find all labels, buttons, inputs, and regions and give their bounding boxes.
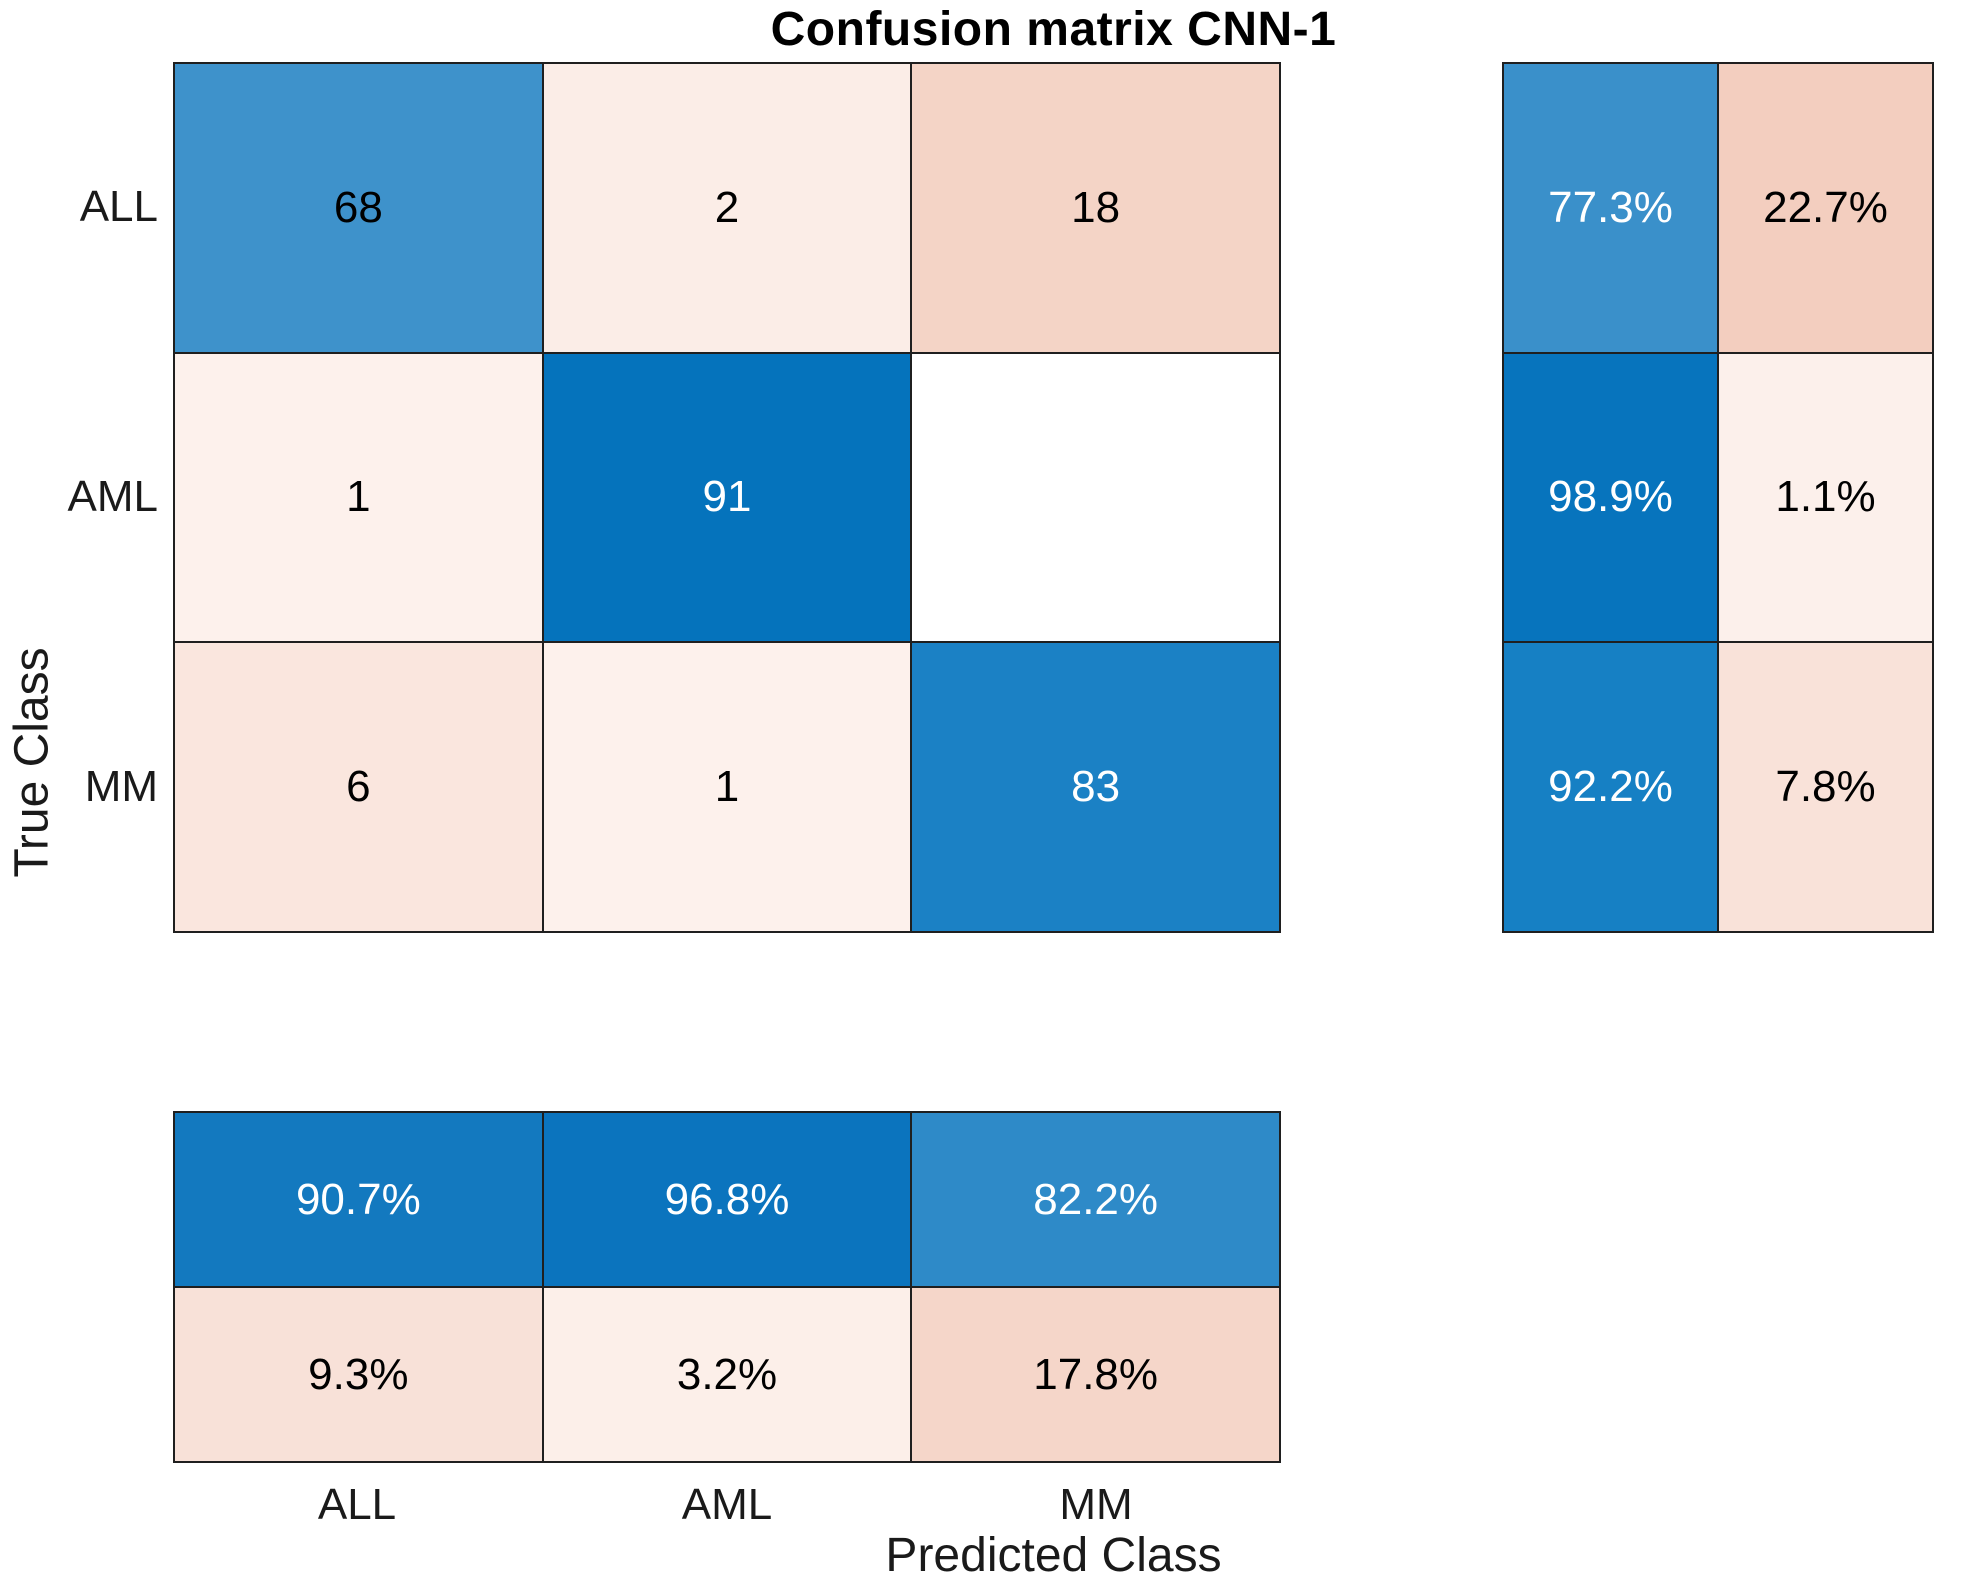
row-summary-mm-incorrect: 7.8% xyxy=(1719,643,1932,931)
xtick-all: ALL xyxy=(317,1480,397,1529)
matrix-cell-mm-mm: 83 xyxy=(912,643,1279,931)
col-summary-mm-incorrect: 17.8% xyxy=(912,1288,1279,1461)
matrix-cell-aml-mm xyxy=(912,353,1279,642)
col-summary-mm-correct: 82.2% xyxy=(912,1113,1279,1286)
col-summary-all-incorrect: 9.3% xyxy=(175,1288,542,1461)
ytick-aml: AML xyxy=(67,472,158,521)
row-summary-all-incorrect: 22.7% xyxy=(1719,64,1932,352)
matrix-cell-aml-aml: 91 xyxy=(543,353,911,642)
matrix-cell-mm-aml: 1 xyxy=(543,643,911,931)
col-summary-aml-correct: 96.8% xyxy=(543,1113,911,1286)
matrix-cell-all-all: 68 xyxy=(175,64,542,352)
row-summary-mm-correct: 92.2% xyxy=(1504,643,1717,931)
col-summary-aml-incorrect: 3.2% xyxy=(543,1288,911,1461)
matrix-cell-all-mm: 18 xyxy=(912,64,1279,352)
y-axis-label-wrap: True Class xyxy=(0,62,64,1463)
row-summary-all-correct: 77.3% xyxy=(1504,64,1717,352)
ytick-all: ALL xyxy=(79,182,158,231)
xtick-aml: AML xyxy=(681,1480,773,1529)
row-summary-aml-correct: 98.9% xyxy=(1504,353,1717,642)
col-summary-all-correct: 90.7% xyxy=(175,1113,542,1286)
row-normalization-panel: 77.3% 22.7% 98.9% 1.1% 92.2% 7.8% xyxy=(1502,62,1934,933)
column-summary-panel: 90.7% 96.8% 82.2% 9.3% 3.2% 17.8% xyxy=(173,1111,1281,1463)
matrix-cell-all-aml: 2 xyxy=(543,64,911,352)
y-axis-label: True Class xyxy=(5,647,59,878)
ytick-mm: MM xyxy=(84,762,158,811)
matrix-cell-mm-all: 6 xyxy=(175,643,542,931)
confusion-matrix-counts: 68 2 18 1 91 6 1 83 xyxy=(173,62,1281,933)
row-summary-aml-incorrect: 1.1% xyxy=(1719,353,1932,642)
matrix-cell-aml-all: 1 xyxy=(175,353,542,642)
xtick-mm: MM xyxy=(1059,1480,1133,1529)
x-axis-label: Predicted Class xyxy=(885,1529,1222,1582)
chart-title: Confusion matrix CNN-1 xyxy=(770,3,1337,56)
